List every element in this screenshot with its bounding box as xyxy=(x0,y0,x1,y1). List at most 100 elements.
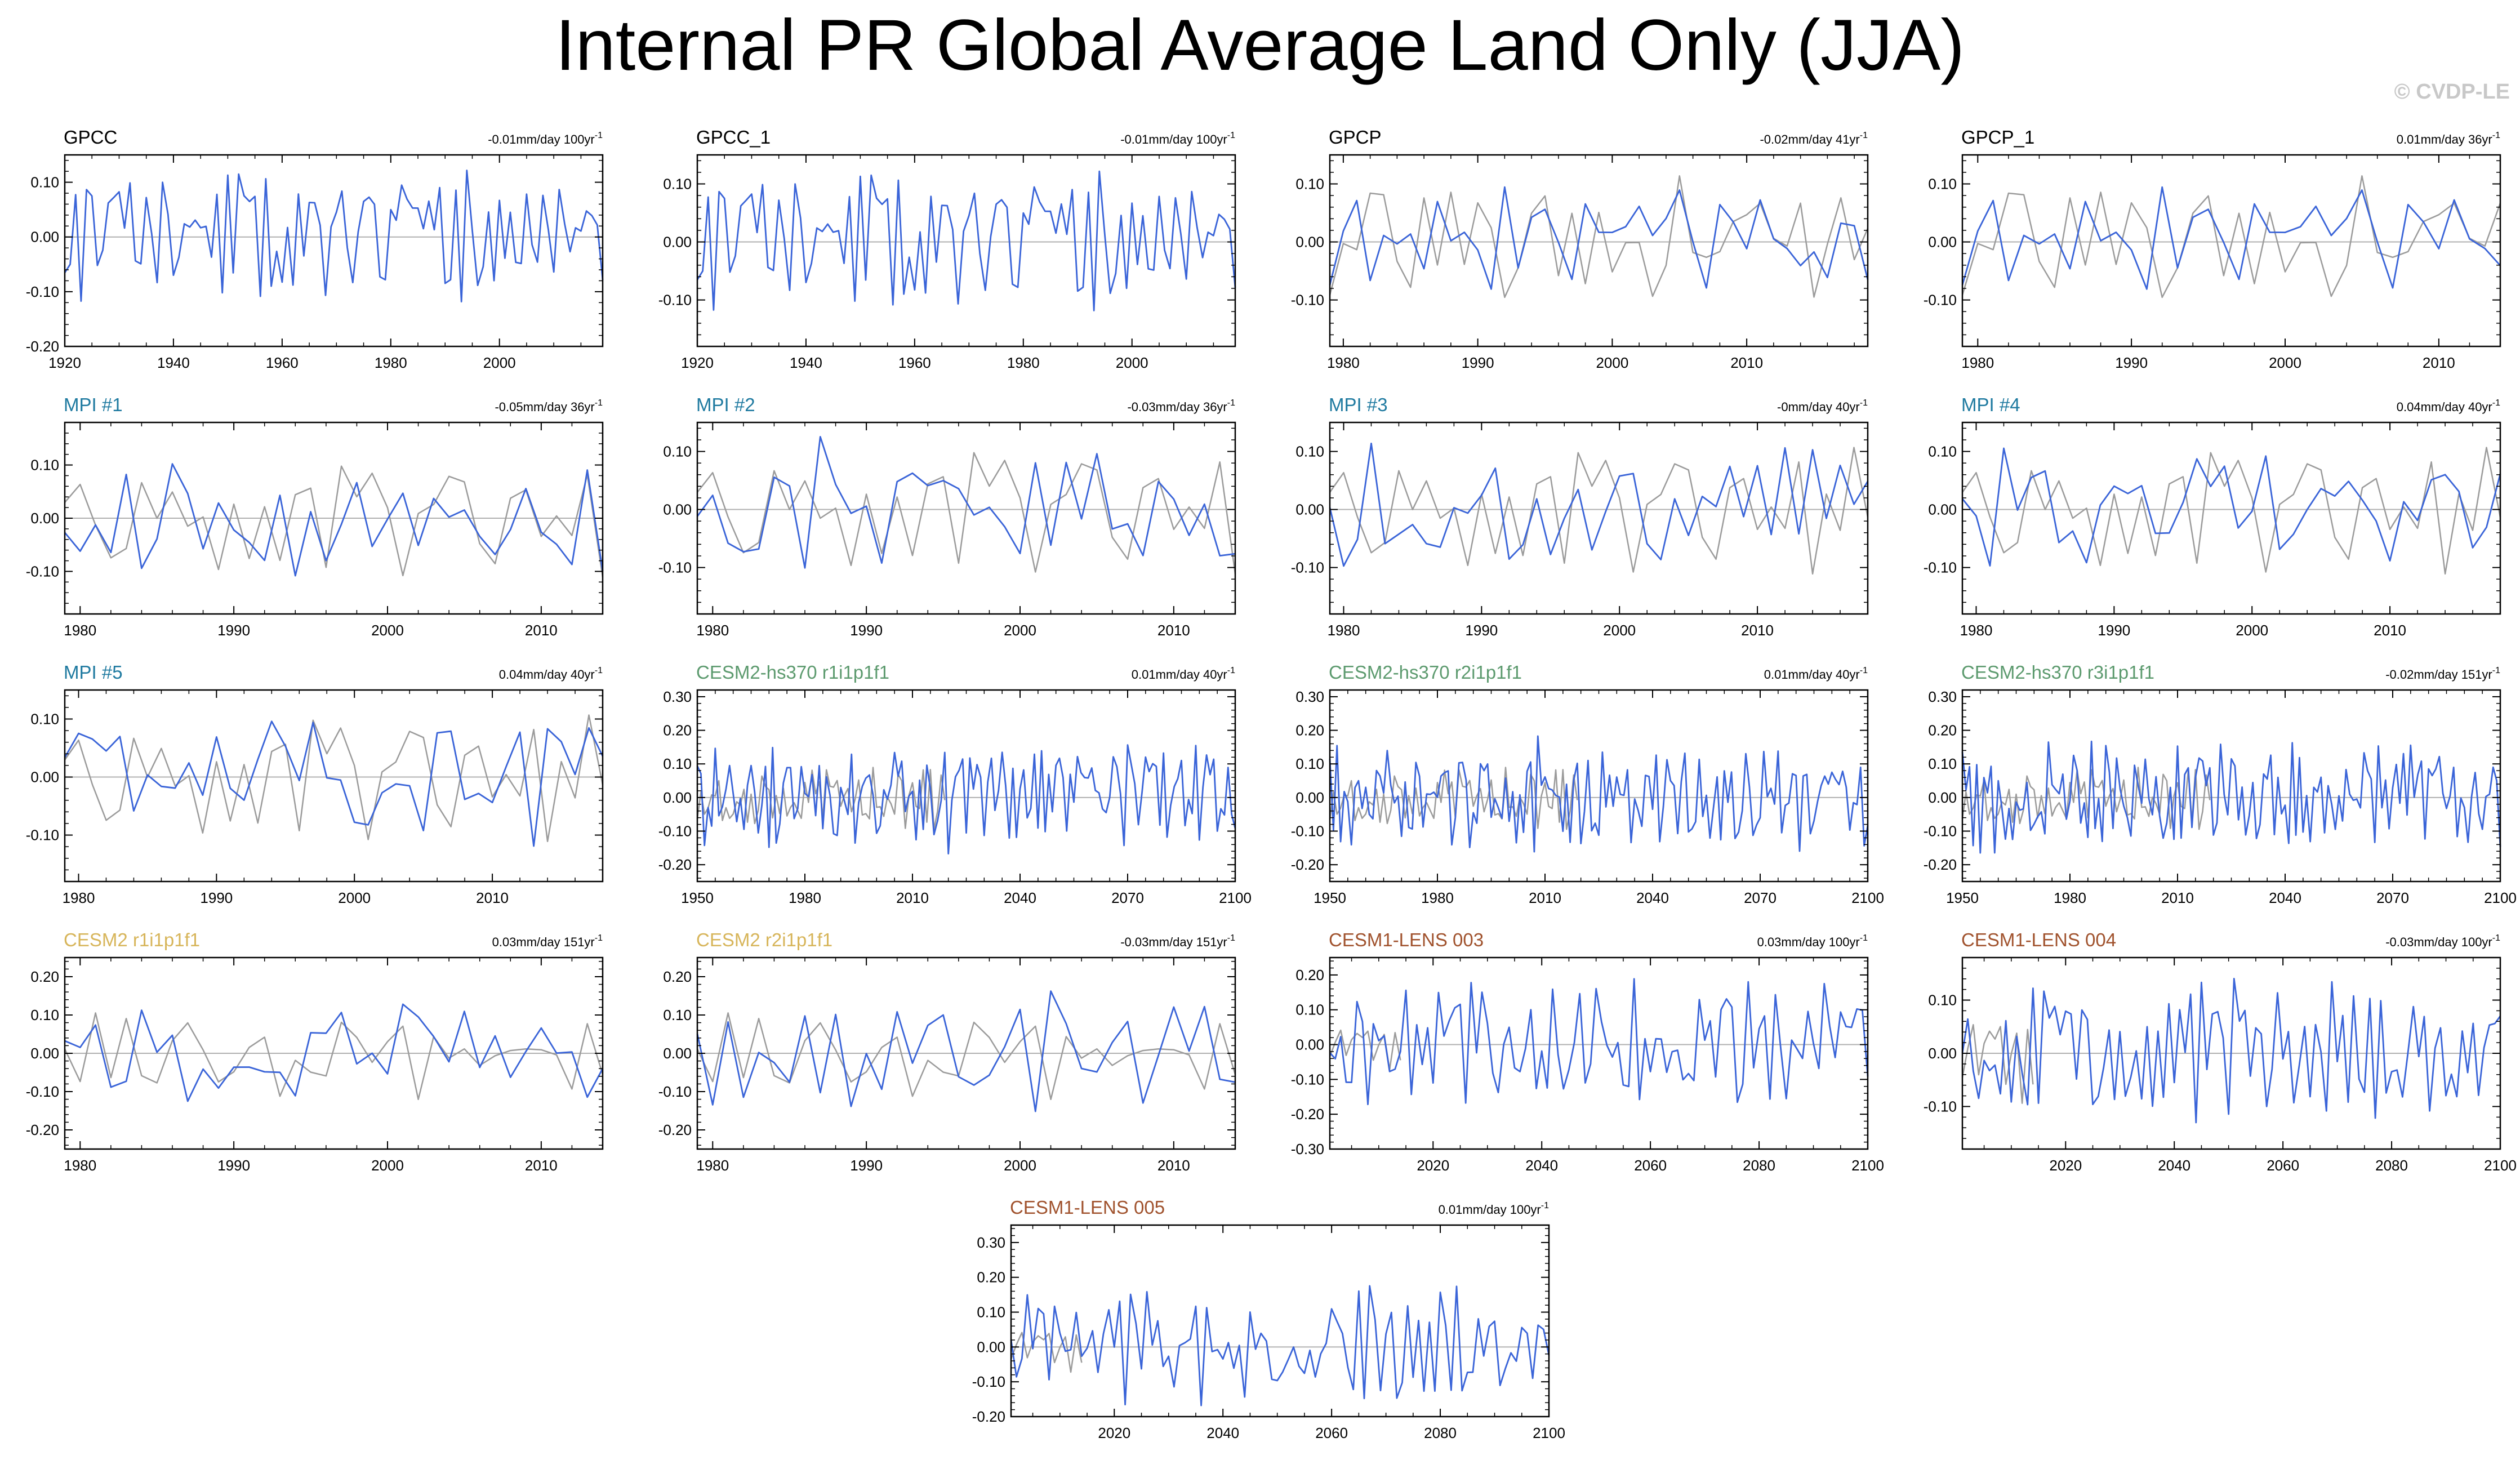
x-tick-label: 1980 xyxy=(64,622,96,639)
plot-frame xyxy=(1329,689,1869,883)
panel-trend-exponent: -1 xyxy=(1227,666,1235,675)
x-tick-label: 1980 xyxy=(1007,354,1040,371)
panel-trend-exponent: -1 xyxy=(2492,933,2500,943)
panel-5: MPI #1 -0.05mm/day 36yr-1 -0.10 0.00 0.10 198… xyxy=(26,394,604,639)
y-tick-label: 0.10 xyxy=(977,1304,1005,1321)
panel-trend: -0.01mm/day 100yr-1 xyxy=(1120,131,1235,146)
x-tick-label: 1950 xyxy=(1314,889,1346,906)
obs-series-line xyxy=(64,1012,604,1101)
x-tick-label: 2000 xyxy=(2236,622,2268,639)
panel-trend-exponent: -1 xyxy=(1860,933,1868,943)
panel-trend: -0.03mm/day 151yr-1 xyxy=(1120,933,1235,949)
x-tick-label: 2100 xyxy=(1533,1424,1565,1441)
x-tick-label: 2080 xyxy=(1424,1424,1457,1441)
model-series-line xyxy=(64,170,604,302)
x-tick-label: 2100 xyxy=(2484,1157,2517,1174)
panel-trend: 0.01mm/day 100yr-1 xyxy=(1439,1201,1550,1217)
panel-7: MPI #3 -0mm/day 40yr-1 -0.10 0.00 0.10 1980 19… xyxy=(1291,394,1869,639)
y-tick-label: -0.10 xyxy=(658,823,692,840)
y-tick-label: 0.30 xyxy=(663,688,692,705)
obs-series-line xyxy=(696,1012,1236,1101)
y-tick-label: -0.10 xyxy=(1924,292,1957,309)
y-tick-label: 0.00 xyxy=(30,769,59,786)
panel-trend-exponent: -1 xyxy=(1541,1201,1549,1210)
x-tick-label: 1950 xyxy=(681,889,714,906)
panel-trend: 0.01mm/day 40yr-1 xyxy=(1764,666,1868,682)
panel-trend-exponent: -1 xyxy=(1227,933,1235,943)
x-tick-label: 2010 xyxy=(1157,622,1190,639)
y-tick-label: 0.20 xyxy=(663,968,692,985)
y-tick-label: -0.20 xyxy=(1924,856,1957,873)
x-tick-label: 2010 xyxy=(525,1157,558,1174)
y-tick-label: 0.10 xyxy=(1928,755,1957,772)
x-tick-label: 1990 xyxy=(850,1157,883,1174)
x-tick-label: 1990 xyxy=(200,889,233,906)
x-tick-label: 2070 xyxy=(1111,889,1144,906)
y-tick-label: 0.00 xyxy=(1295,234,1324,251)
x-tick-label: 1940 xyxy=(157,354,190,371)
x-tick-label: 2010 xyxy=(525,622,558,639)
y-tick-label: 0.00 xyxy=(1928,789,1957,806)
x-tick-label: 1980 xyxy=(1327,354,1360,371)
y-tick-label: 0.00 xyxy=(663,789,692,806)
panel-trend: -0.02mm/day 151yr-1 xyxy=(2385,666,2500,682)
y-tick-label: 0.20 xyxy=(1928,722,1957,739)
y-tick-label: 0.00 xyxy=(663,1045,692,1062)
model-series-line xyxy=(1329,735,1869,853)
x-tick-label: 2040 xyxy=(1636,889,1669,906)
y-tick-label: 0.00 xyxy=(30,1045,59,1062)
panel-trend: -0.03mm/day 100yr-1 xyxy=(2385,933,2500,949)
x-tick-label: 2000 xyxy=(2269,354,2301,371)
obs-series-line xyxy=(64,465,604,577)
x-tick-label: 1980 xyxy=(2054,889,2086,906)
plot-frame xyxy=(696,421,1236,615)
x-tick-label: 2070 xyxy=(2376,889,2409,906)
y-tick-label: 0.10 xyxy=(1295,176,1324,193)
x-tick-label: 2080 xyxy=(1743,1157,1775,1174)
y-tick-label: 0.00 xyxy=(30,229,59,246)
panel-title: MPI #2 xyxy=(696,394,755,415)
x-tick-label: 1960 xyxy=(266,354,299,371)
model-series-line xyxy=(1329,978,1869,1106)
panel-17: CESM1-LENS 005 0.01mm/day 100yr-1 -0.20 -0.… xyxy=(972,1197,1565,1441)
panel-title: GPCP_1 xyxy=(1961,127,2034,148)
panel-2: GPCC_1 -0.01mm/day 100yr-1 -0.10 0.00 0.10 19… xyxy=(658,127,1236,371)
x-tick-label: 2080 xyxy=(2375,1157,2408,1174)
panel-title: GPCC_1 xyxy=(696,127,771,148)
x-tick-label: 1950 xyxy=(1946,889,1979,906)
x-tick-label: 2020 xyxy=(1417,1157,1449,1174)
y-tick-label: -0.20 xyxy=(26,1121,59,1138)
panel-title: GPCP xyxy=(1329,127,1382,148)
y-tick-label: 0.20 xyxy=(1295,967,1324,983)
x-tick-label: 2010 xyxy=(2161,889,2194,906)
y-tick-label: 0.10 xyxy=(30,1007,59,1023)
y-tick-label: -0.10 xyxy=(1924,1098,1957,1115)
y-tick-label: 0.10 xyxy=(663,443,692,460)
x-tick-label: 2070 xyxy=(1744,889,1777,906)
y-tick-label: -0.10 xyxy=(26,563,59,580)
model-series-line xyxy=(1961,978,2501,1124)
panel-12: CESM2-hs370 r3i1p1f1 -0.02mm/day 151yr-1-… xyxy=(1924,662,2517,906)
panel-trend: -0.01mm/day 100yr-1 xyxy=(488,131,603,146)
y-tick-label: -0.10 xyxy=(658,559,692,576)
panel-trend: 0.01mm/day 36yr-1 xyxy=(2397,131,2500,146)
x-tick-label: 2040 xyxy=(1206,1424,1239,1441)
y-tick-label: 0.10 xyxy=(1928,992,1957,1009)
model-series-line xyxy=(64,463,604,577)
x-tick-label: 1980 xyxy=(1960,622,1993,639)
x-tick-label: 1990 xyxy=(2098,622,2130,639)
y-tick-label: -0.10 xyxy=(26,1083,59,1100)
panel-title: CESM2-hs370 r2i1p1f1 xyxy=(1329,662,1522,683)
y-tick-label: -0.10 xyxy=(972,1373,1005,1390)
model-series-line xyxy=(64,1003,604,1102)
x-tick-label: 1920 xyxy=(681,354,714,371)
panel-6: MPI #2 -0.03mm/day 36yr-1 -0.10 0.00 0.10 198… xyxy=(658,394,1236,639)
model-series-line xyxy=(696,170,1236,311)
model-series-line xyxy=(696,990,1236,1112)
plot-frame xyxy=(1329,154,1869,348)
y-tick-label: 0.10 xyxy=(30,711,59,728)
model-series-line xyxy=(1329,186,1869,290)
panel-title: CESM1-LENS 004 xyxy=(1961,929,2116,950)
obs-series-line xyxy=(1961,1024,2034,1104)
y-tick-label: 0.10 xyxy=(1928,176,1957,193)
